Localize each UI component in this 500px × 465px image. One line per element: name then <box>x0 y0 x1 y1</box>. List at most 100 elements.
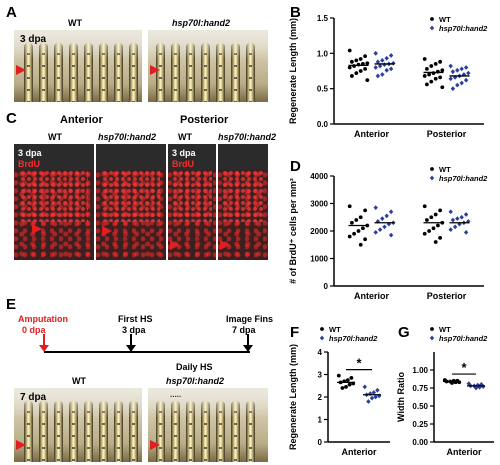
amputation-arrow-icon <box>170 240 180 250</box>
legend-label: hsp70l:hand2 <box>439 174 488 183</box>
wt-fin-photo-7dpa: 7 dpa <box>14 388 142 462</box>
data-point-mutant <box>384 55 389 61</box>
y-tick-label: 0.75 <box>412 384 428 393</box>
data-point-mutant <box>369 395 375 401</box>
data-point-mutant <box>448 63 453 69</box>
panel-label-a: A <box>6 4 17 21</box>
data-point-mutant <box>455 216 460 222</box>
amputation-arrow-icon <box>39 345 49 352</box>
data-point-mutant <box>463 229 469 235</box>
amputation-arrow-icon <box>16 440 26 450</box>
data-point-mutant <box>388 53 394 58</box>
legend-marker-wt <box>430 167 434 171</box>
data-point-mutant <box>388 209 394 215</box>
first-hs-day-label: 3 dpa <box>122 325 146 335</box>
y-tick-label: 1.5 <box>317 14 329 23</box>
data-point-wt <box>429 64 434 68</box>
image-fins-label: Image Fins <box>226 314 274 324</box>
data-point-mutant <box>377 227 383 233</box>
panel-label-c: C <box>6 110 17 127</box>
data-point-wt <box>358 242 363 247</box>
panel-e-dots-label: ..... <box>170 390 182 399</box>
panel-a-mutant-label: hsp70l:hand2 <box>172 18 231 28</box>
data-point-mutant <box>448 209 453 215</box>
data-point-mutant <box>384 67 389 73</box>
data-point-mutant <box>382 224 387 230</box>
chart-regenerate-length-3dpa: 0.0 0.5 1.0 1.5 Regenerate Length (mm) Anteri… <box>288 14 488 139</box>
panel-a-dpa-label: 3 dpa <box>20 34 47 45</box>
data-point-mutant <box>466 381 471 387</box>
brdu-image-mutant-posterior <box>218 144 268 260</box>
data-point-mutant <box>375 387 380 393</box>
data-point-mutant <box>373 394 378 400</box>
data-point-wt <box>365 61 370 66</box>
chart-brdu-cells: 0 1000 2000 3000 4000 # of BrdU⁺ cells per mm… <box>288 165 488 301</box>
data-point-wt <box>354 71 359 76</box>
brdu-image-wt-anterior: 3 dpa BrdU <box>14 144 94 260</box>
data-point-wt <box>347 65 352 70</box>
y-axis-label: Regenerate Length (mm) <box>288 18 298 124</box>
y-tick-label: 2 <box>318 393 323 402</box>
data-point-mutant <box>388 66 394 72</box>
wt-fin-photo-3dpa: 3 dpa <box>14 30 142 102</box>
data-point-mutant <box>388 232 394 238</box>
legend-label: hsp70l:hand2 <box>439 334 488 343</box>
data-point-wt <box>438 59 442 64</box>
y-tick-label: 0 <box>318 438 323 447</box>
significance-marker: * <box>461 360 467 375</box>
brdu-label: BrdU <box>172 159 194 169</box>
data-point-mutant <box>455 82 460 88</box>
data-point-wt <box>345 378 350 383</box>
data-point-wt <box>358 57 363 61</box>
data-point-mutant <box>457 221 462 227</box>
data-point-mutant <box>384 213 389 219</box>
data-point-wt <box>354 58 359 63</box>
data-point-wt <box>354 218 359 222</box>
data-point-mutant <box>463 65 469 70</box>
x-category-label: Anterior <box>341 447 377 457</box>
data-point-mutant <box>463 77 469 83</box>
legend-label: WT <box>439 325 451 334</box>
data-point-mutant <box>466 70 471 76</box>
panel-c-wt-label-posterior: WT <box>178 132 192 142</box>
legend-marker-mutant <box>429 175 435 181</box>
data-point-mutant <box>366 399 371 404</box>
panel-label-g: G <box>398 324 410 341</box>
data-point-mutant <box>380 216 385 222</box>
data-point-wt <box>438 235 442 240</box>
data-point-wt <box>363 208 367 213</box>
y-tick-label: 0.25 <box>412 420 428 429</box>
legend-label: WT <box>439 165 451 174</box>
data-point-mutant <box>459 66 464 72</box>
anterior-label: Anterior <box>60 114 103 126</box>
data-point-wt <box>431 226 436 231</box>
y-axis-label: Regenerate Length (mm) <box>288 344 298 450</box>
data-point-mutant <box>455 67 460 73</box>
data-point-wt <box>429 79 434 84</box>
data-point-mutant <box>373 65 378 70</box>
y-tick-label: 0.5 <box>317 85 329 94</box>
data-point-mutant <box>448 76 453 82</box>
panel-e-mutant-label: hsp70l:hand2 <box>166 376 225 386</box>
y-tick-label: 4 <box>318 348 323 357</box>
amputation-arrow-icon <box>102 226 112 236</box>
data-point-mutant <box>450 69 456 75</box>
mutant-fin-photo-3dpa <box>148 30 268 102</box>
y-axis-label: # of BrdU⁺ cells per mm² <box>288 178 298 284</box>
panel-c-dpa-label: 3 dpa <box>172 148 196 158</box>
panel-c-dpa-label: 3 dpa <box>18 148 42 158</box>
data-point-mutant <box>375 73 381 79</box>
amputation-arrow-icon <box>32 224 42 234</box>
data-point-mutant <box>452 224 458 230</box>
data-point-wt <box>433 240 438 244</box>
y-tick-label: 0.00 <box>412 438 428 447</box>
chart-regenerate-length-7dpa: 0 1 2 3 4 Regenerate Length (mm) Anterior * WThs… <box>288 325 390 457</box>
x-category-label: Anterior <box>354 291 390 301</box>
x-category-label: Posterior <box>427 291 467 301</box>
data-point-wt <box>363 237 367 242</box>
data-point-wt <box>422 74 427 78</box>
panel-a-wt-label: WT <box>68 18 82 28</box>
data-point-wt <box>436 223 440 228</box>
y-tick-label: 3000 <box>310 200 328 209</box>
legend-marker-wt <box>430 327 434 331</box>
